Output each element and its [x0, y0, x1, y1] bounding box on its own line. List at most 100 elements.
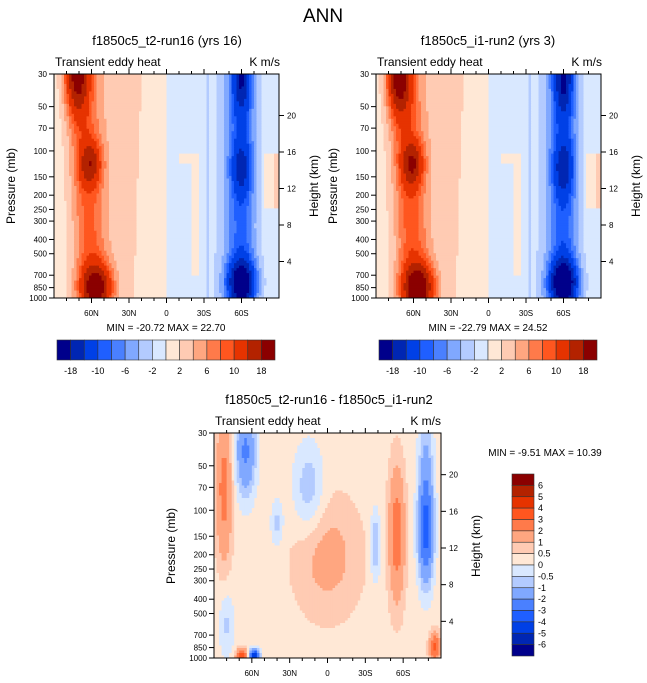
contour-cell	[194, 186, 198, 190]
contour-cell	[236, 133, 240, 137]
contour-cell	[264, 193, 268, 197]
contour-cell	[221, 81, 225, 85]
contour-cell	[96, 123, 100, 127]
contour-cell	[184, 116, 188, 120]
contour-cell	[131, 163, 135, 167]
contour-cell	[154, 163, 158, 167]
contour-cell	[119, 133, 123, 137]
contour-cell	[209, 168, 213, 172]
contour-cell	[219, 205, 223, 209]
contour-cell	[251, 91, 255, 95]
contour-cell	[54, 146, 58, 150]
contour-cell	[56, 121, 60, 125]
contour-cell	[161, 188, 165, 192]
contour-cell	[114, 74, 118, 78]
contour-cell	[156, 151, 160, 155]
contour-cell	[66, 98, 70, 102]
contour-cell	[271, 161, 275, 165]
contour-cell	[121, 86, 125, 90]
contour-cell	[274, 101, 278, 105]
contour-cell	[206, 181, 210, 185]
contour-cell	[166, 181, 170, 185]
contour-cell	[254, 195, 258, 200]
contour-cell	[84, 93, 88, 97]
contour-cell	[106, 178, 110, 182]
contour-cell	[54, 210, 58, 214]
contour-cell	[84, 195, 88, 200]
contour-cell	[96, 101, 100, 105]
contour-cell	[144, 173, 148, 177]
contour-cell	[164, 173, 168, 177]
contour-cell	[71, 198, 75, 202]
contour-cell	[59, 151, 63, 155]
contour-cell	[86, 101, 90, 105]
contour-cell	[106, 181, 110, 185]
contour-cell	[76, 171, 80, 175]
contour-cell	[86, 98, 90, 102]
contour-cell	[271, 118, 275, 122]
contour-cell	[224, 88, 228, 93]
contour-cell	[149, 203, 153, 207]
contour-cell	[206, 93, 210, 97]
contour-cell	[174, 151, 178, 155]
contour-cell	[99, 195, 103, 200]
contour-cell	[121, 128, 125, 132]
contour-cell	[224, 173, 228, 177]
contour-cell	[219, 111, 223, 115]
contour-cell	[91, 178, 95, 182]
contour-cell	[269, 188, 273, 192]
contour-cell	[101, 153, 105, 157]
contour-cell	[244, 183, 248, 187]
contour-cell	[171, 136, 175, 140]
contour-cell	[116, 78, 120, 83]
contour-cell	[261, 81, 265, 85]
contour-cell	[116, 143, 120, 147]
contour-cell	[146, 83, 150, 88]
contour-cell	[156, 156, 160, 160]
contour-cell	[54, 163, 58, 167]
contour-cell	[214, 156, 218, 160]
contour-cell	[184, 126, 188, 130]
contour-cell	[216, 173, 220, 177]
contour-cell	[249, 96, 253, 100]
contour-cell	[56, 163, 60, 167]
contour-cell	[229, 173, 233, 177]
contour-cell	[204, 178, 208, 182]
contour-cell	[236, 178, 240, 182]
contour-cell	[99, 116, 103, 120]
contour-cell	[84, 76, 88, 80]
contour-cell	[81, 166, 85, 170]
contour-cell	[99, 151, 103, 155]
contour-cell	[271, 190, 275, 195]
contour-cell	[256, 146, 260, 150]
contour-cell	[159, 93, 163, 97]
contour-cell	[274, 113, 278, 117]
contour-cell	[54, 74, 58, 78]
contour-cell	[251, 205, 255, 209]
contour-cell	[149, 190, 153, 195]
contour-cell	[254, 143, 258, 147]
contour-cell	[254, 113, 258, 117]
contour-cell	[134, 193, 138, 197]
contour-cell	[151, 178, 155, 182]
contour-cell	[256, 176, 260, 180]
contour-cell	[91, 176, 95, 180]
contour-cell	[271, 178, 275, 182]
contour-cell	[184, 106, 188, 110]
contour-cell	[204, 113, 208, 117]
contour-cell	[186, 208, 190, 212]
contour-cell	[229, 153, 233, 157]
contour-cell	[164, 131, 168, 135]
contour-cell	[79, 195, 83, 200]
contour-cell	[69, 116, 73, 120]
contour-cell	[69, 186, 73, 190]
contour-cell	[266, 148, 270, 152]
contour-cell	[239, 146, 243, 150]
contour-cell	[106, 148, 110, 152]
contour-cell	[276, 188, 279, 192]
contour-cell	[56, 88, 60, 93]
contour-cell	[249, 200, 253, 205]
contour-cell	[234, 178, 238, 182]
contour-cell	[241, 205, 245, 209]
contour-cell	[86, 210, 90, 214]
